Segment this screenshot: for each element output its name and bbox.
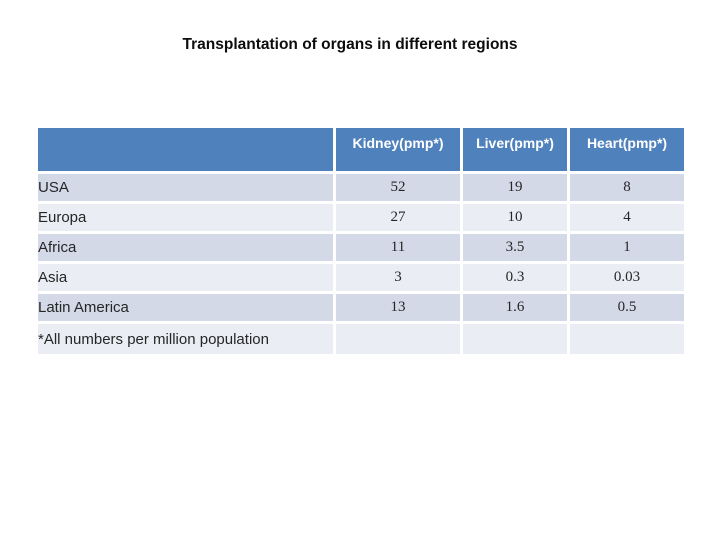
column-header-kidney: Kidney(pmp*) xyxy=(336,128,463,174)
kidney-value-cell: 13 xyxy=(336,294,463,324)
table-row-europa: Europa 27 10 4 xyxy=(38,204,684,234)
column-header-heart: Heart(pmp*) xyxy=(570,128,684,174)
table-row-usa: USA 52 19 8 xyxy=(38,174,684,204)
liver-value-cell: 3.5 xyxy=(463,234,570,264)
region-cell: USA xyxy=(38,174,336,204)
column-header-region xyxy=(38,128,336,174)
empty-cell xyxy=(463,324,570,354)
heart-value-cell: 4 xyxy=(570,204,684,234)
region-cell: Africa xyxy=(38,234,336,264)
column-header-liver: Liver(pmp*) xyxy=(463,128,570,174)
empty-cell xyxy=(570,324,684,354)
liver-value-cell: 1.6 xyxy=(463,294,570,324)
table-footnote-row: *All numbers per million population xyxy=(38,324,684,354)
slide-title: Transplantation of organs in different r… xyxy=(182,36,518,53)
region-cell: Latin America xyxy=(38,294,336,324)
liver-value-cell: 19 xyxy=(463,174,570,204)
kidney-value-cell: 3 xyxy=(336,264,463,294)
liver-value-cell: 0.3 xyxy=(463,264,570,294)
table-row-africa: Africa 11 3.5 1 xyxy=(38,234,684,264)
table-footnote: *All numbers per million population xyxy=(38,324,336,354)
region-cell: Europa xyxy=(38,204,336,234)
kidney-value-cell: 27 xyxy=(336,204,463,234)
kidney-value-cell: 11 xyxy=(336,234,463,264)
kidney-value-cell: 52 xyxy=(336,174,463,204)
empty-cell xyxy=(336,324,463,354)
heart-value-cell: 0.03 xyxy=(570,264,684,294)
heart-value-cell: 1 xyxy=(570,234,684,264)
table-row-asia: Asia 3 0.3 0.03 xyxy=(38,264,684,294)
table-header-row: Kidney(pmp*) Liver(pmp*) Heart(pmp*) xyxy=(38,128,684,174)
table-row-latin-america: Latin America 13 1.6 0.5 xyxy=(38,294,684,324)
region-cell: Asia xyxy=(38,264,336,294)
liver-value-cell: 10 xyxy=(463,204,570,234)
heart-value-cell: 8 xyxy=(570,174,684,204)
transplantation-table: Kidney(pmp*) Liver(pmp*) Heart(pmp*) USA… xyxy=(38,128,684,354)
heart-value-cell: 0.5 xyxy=(570,294,684,324)
